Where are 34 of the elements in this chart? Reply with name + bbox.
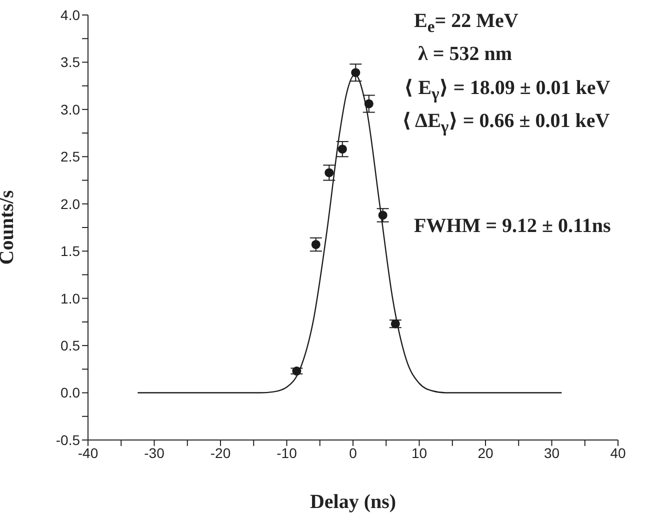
y-tick-label: 3.5: [60, 54, 80, 70]
x-tick-label: -10: [276, 444, 298, 461]
point: [338, 144, 347, 154]
x-tick-label: 20: [478, 444, 494, 461]
y-tick-label: 3.0: [60, 101, 80, 118]
x-tick-label: 30: [544, 444, 560, 461]
y-tick-label: 0.5: [60, 338, 80, 354]
y-tick-label: 4.0: [60, 6, 80, 23]
point: [311, 240, 320, 250]
y-tick-label: -0.5: [56, 432, 80, 448]
y-tick-label: 2.0: [60, 196, 80, 212]
x-axis-title: Delay (ns): [310, 491, 396, 513]
y-tick-label: 2.5: [60, 148, 80, 165]
y-tick-label: 1.5: [60, 243, 80, 260]
point: [378, 210, 388, 220]
x-tick-label: 40: [610, 444, 626, 461]
annotation: E$_{e}$= 22 MeV: [414, 10, 518, 37]
x-tick-label: 0: [349, 444, 358, 461]
point: [324, 168, 334, 178]
x-tick-label: -30: [144, 444, 165, 461]
point: [364, 99, 374, 108]
y-axis-title: Counts/s: [0, 190, 18, 265]
x-tick-label: -20: [210, 444, 231, 461]
annotation: FWHM = 9.12 ± 0.11ns: [414, 215, 611, 238]
point: [292, 366, 302, 376]
x-tick-label: -40: [78, 444, 98, 461]
annotation: λ = 532 nm: [418, 43, 512, 66]
annotation: ⟨ E$_{γ}$⟩ = 18.09 ± 0.01 keV: [404, 76, 610, 104]
x-tick-label: 10: [411, 444, 428, 461]
point: [390, 319, 400, 328]
y-tick-label: 0.0: [60, 384, 80, 401]
point: [351, 68, 360, 78]
annotation: ⟨ ΔE$_{γ}$⟩ = 0.66 ± 0.01 keV: [402, 109, 610, 137]
y-tick-label: 1.0: [60, 290, 80, 306]
